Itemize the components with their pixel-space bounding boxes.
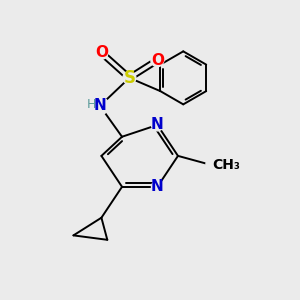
Text: N: N xyxy=(94,98,106,113)
Text: O: O xyxy=(95,45,108,60)
Text: S: S xyxy=(123,69,135,87)
Text: CH₃: CH₃ xyxy=(212,158,240,172)
Circle shape xyxy=(206,152,232,178)
Circle shape xyxy=(152,119,163,131)
Circle shape xyxy=(123,71,136,84)
Text: H: H xyxy=(87,98,96,111)
Circle shape xyxy=(95,46,108,59)
Text: N: N xyxy=(151,118,164,133)
Circle shape xyxy=(91,97,109,115)
Circle shape xyxy=(151,54,164,67)
Text: N: N xyxy=(151,179,164,194)
Circle shape xyxy=(152,181,163,193)
Text: O: O xyxy=(151,53,164,68)
